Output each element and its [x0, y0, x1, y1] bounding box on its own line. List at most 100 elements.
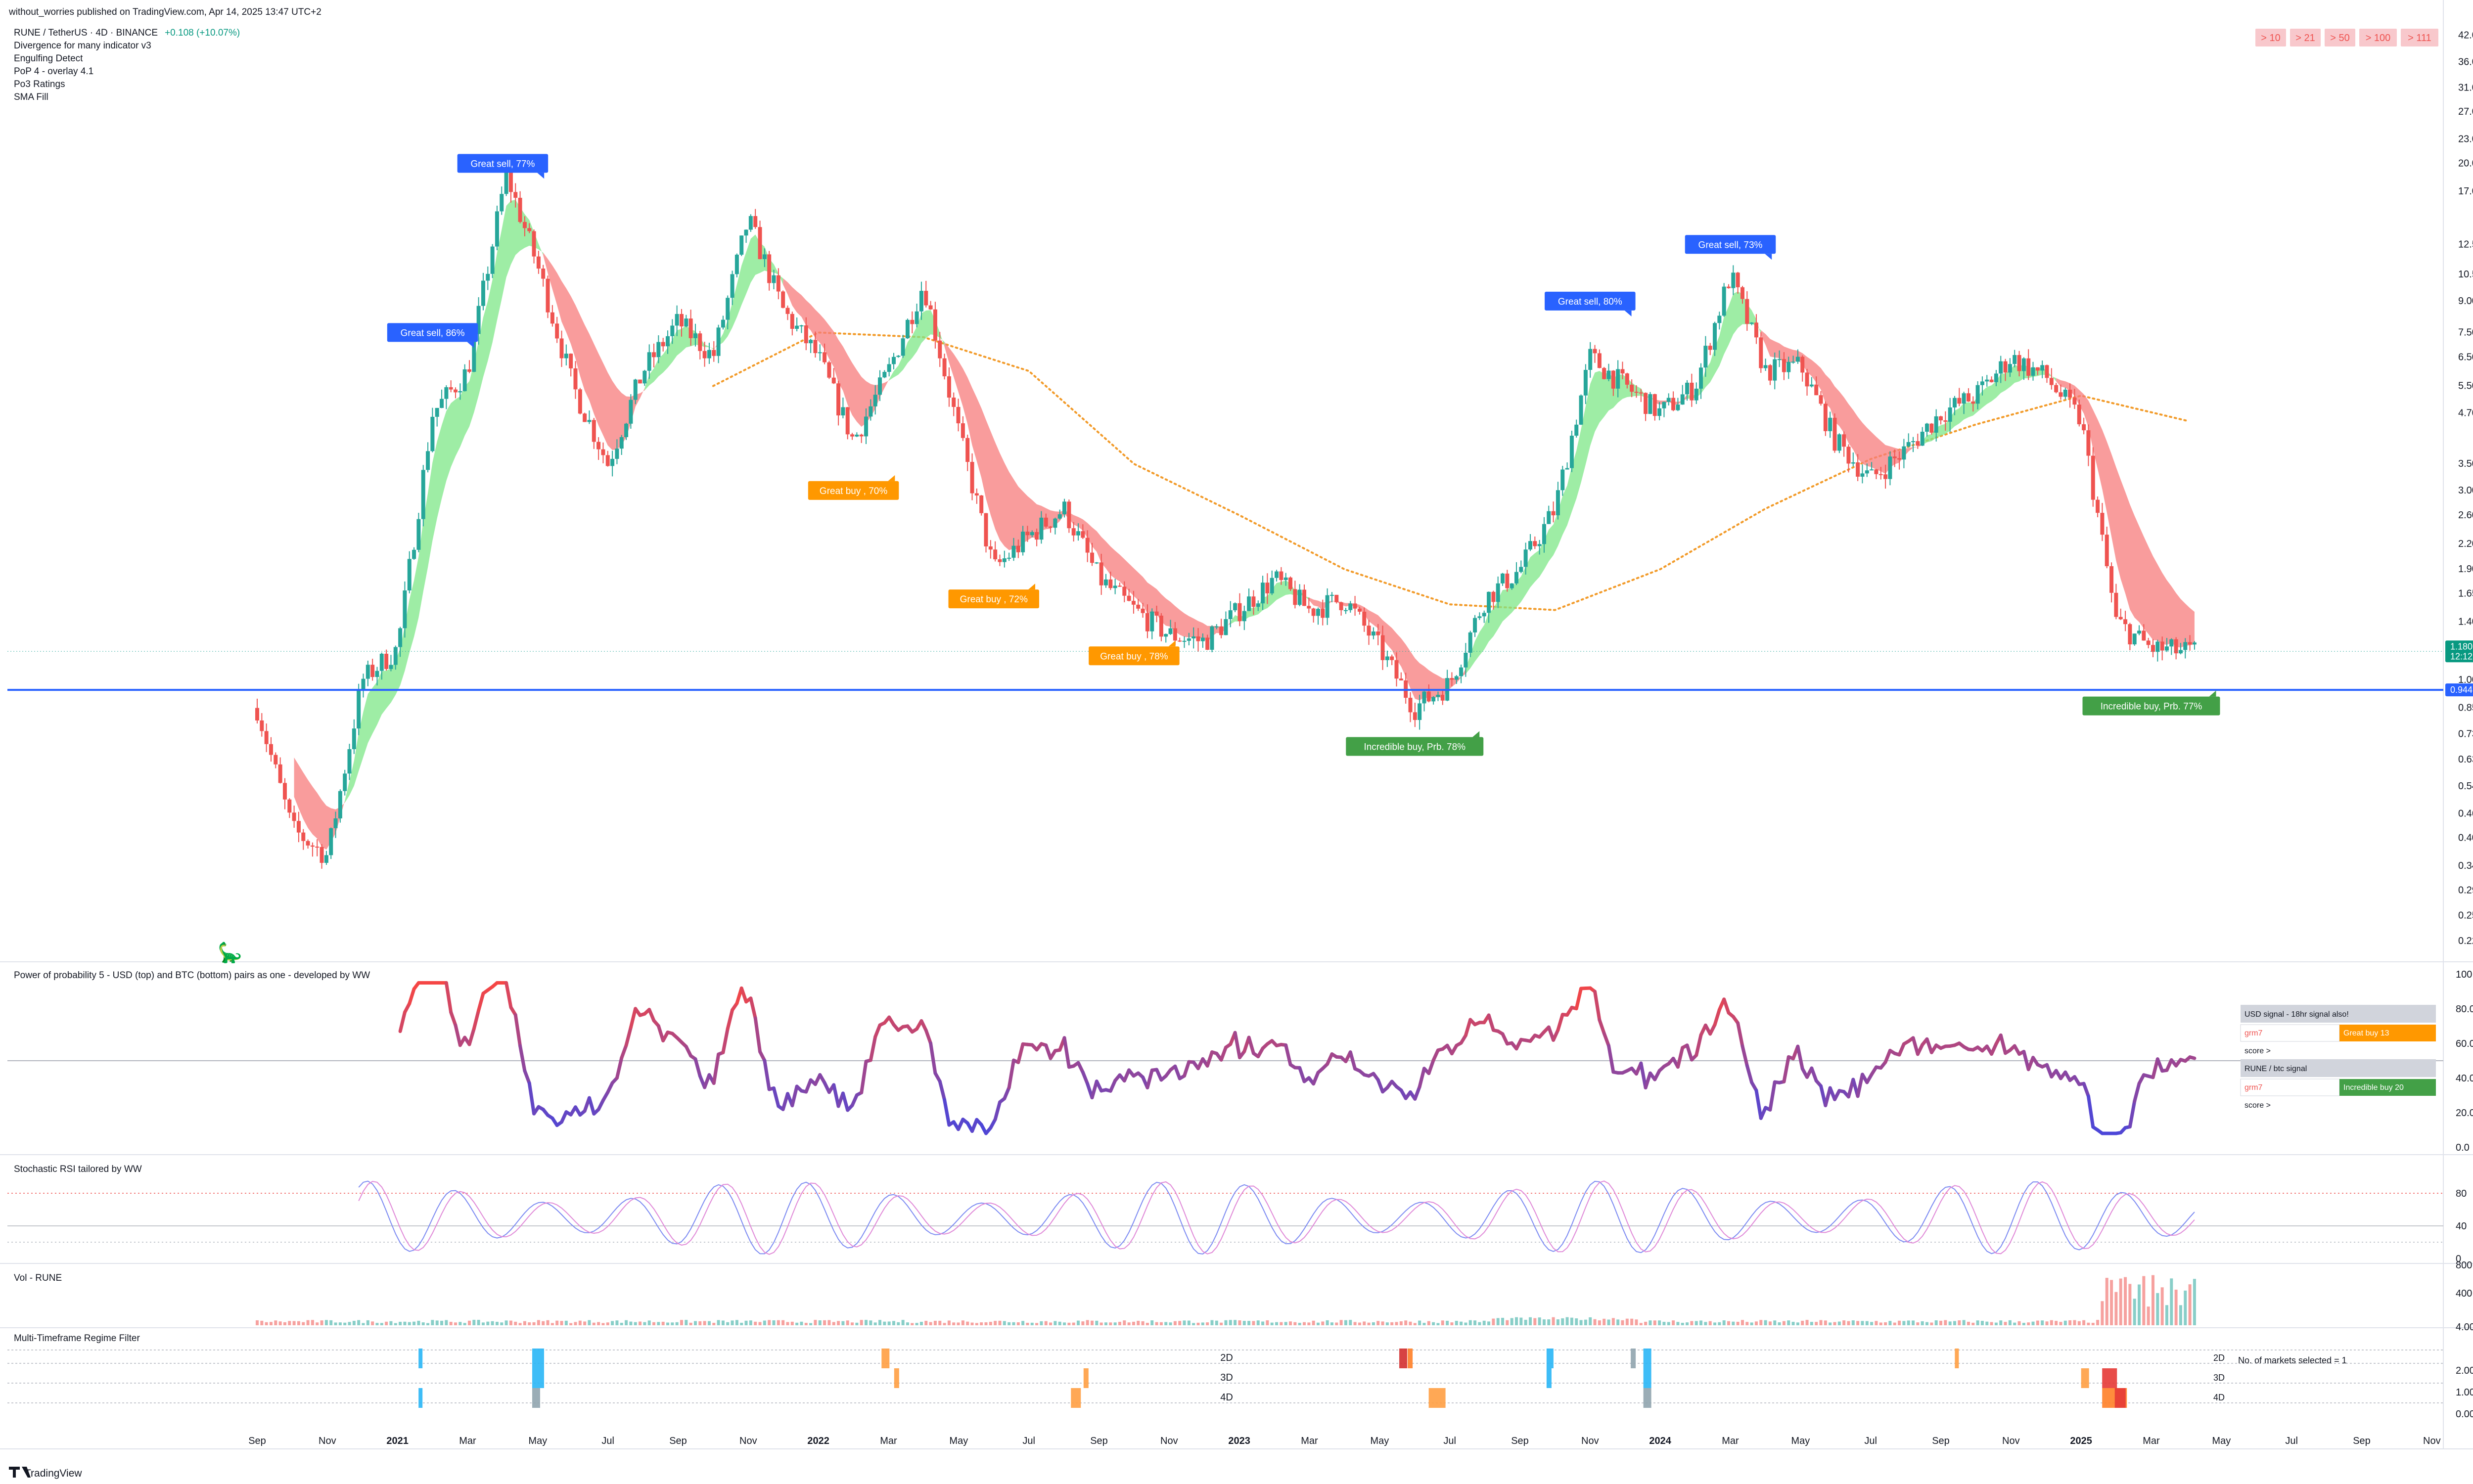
time-tick: May	[1370, 1436, 1389, 1446]
candle-body	[366, 665, 370, 679]
volume-bar	[1404, 1320, 1408, 1325]
time-axis[interactable]: Sep Nov 2021 Mar May Jul Sep Nov 2022 Mar May Jul Se…	[248, 1436, 2440, 1446]
candle-body	[2003, 361, 2008, 373]
volume-bar	[1925, 1322, 1929, 1325]
candle-body	[1339, 602, 1343, 610]
pop-segment	[2082, 1081, 2090, 1098]
volume-bar	[329, 1320, 333, 1325]
time-tick: 2021	[386, 1436, 409, 1446]
price-tick: 20.000	[2458, 158, 2473, 169]
volume-bar	[1187, 1320, 1191, 1325]
candle-body	[804, 325, 808, 344]
candle-body	[633, 379, 638, 400]
volume-bar	[1450, 1322, 1454, 1325]
candle-body	[1057, 514, 1062, 519]
volume-bar	[1468, 1320, 1472, 1325]
logo-text: TradingView	[25, 1468, 82, 1479]
candle-body	[1985, 379, 1989, 382]
volume-bar	[1994, 1322, 1998, 1325]
candle-body	[1247, 596, 1251, 611]
mtf-tick: 0.000	[2456, 1409, 2473, 1420]
time-tick: May	[949, 1436, 968, 1446]
candle-body	[338, 791, 342, 818]
volume-bar	[292, 1321, 296, 1325]
volume-bar	[911, 1323, 914, 1325]
stoch-d-line	[358, 1180, 2195, 1255]
volume-bar	[2105, 1278, 2108, 1325]
volume-bar	[583, 1321, 587, 1325]
candle-body	[301, 832, 306, 841]
vol-tick: 4.000	[2456, 1322, 2473, 1333]
usd-row-value: Great buy 13	[2343, 1029, 2389, 1037]
tradingview-logo-icon	[9, 1467, 31, 1478]
time-tick: Mar	[1301, 1436, 1318, 1446]
volume-bar	[569, 1323, 573, 1325]
candle-body	[776, 275, 780, 292]
price-axis[interactable]: 42.000 36.000 31.000 27.000 23.000 20.000 17.0…	[2458, 30, 2473, 946]
volume-bar	[2082, 1320, 2086, 1325]
ribbon-bull-segment	[644, 325, 714, 391]
time-tick: Mar	[1722, 1436, 1739, 1446]
candle-body	[905, 319, 910, 339]
candle-body	[1828, 417, 1832, 431]
filter-chip-label: > 111	[2408, 33, 2431, 44]
candle-body	[1021, 532, 1025, 552]
signal-label-sell: Great sell, 86%	[387, 323, 478, 348]
candle-body	[1095, 562, 1099, 564]
volume-bar	[1077, 1320, 1080, 1325]
volume-bar	[744, 1320, 748, 1325]
volume-bar	[269, 1322, 273, 1325]
candle-body	[1606, 370, 1611, 379]
pop-segment	[772, 1086, 780, 1108]
mtf-block	[1071, 1388, 1081, 1408]
volume-bar	[2004, 1322, 2007, 1325]
candle-body	[1108, 579, 1113, 588]
pop-segment	[1824, 1086, 1832, 1108]
candle-body	[2054, 385, 2059, 393]
candle-body	[841, 407, 845, 416]
mtf-row-label: 4D	[1220, 1392, 1233, 1403]
stoch-tick: 0	[2456, 1254, 2461, 1264]
candle-body	[1625, 373, 1629, 385]
volume-bar	[2027, 1322, 2030, 1325]
volume-bar	[481, 1322, 485, 1325]
pop-segment	[763, 1059, 771, 1091]
candle-body	[1454, 676, 1459, 680]
volume-bar	[1625, 1318, 1629, 1325]
candle-body	[2091, 455, 2095, 500]
volume-bar	[343, 1322, 347, 1325]
volume-bar	[795, 1322, 799, 1325]
candle-body	[472, 334, 476, 372]
pop-segment	[560, 1110, 568, 1124]
pop-segment	[1044, 1043, 1053, 1060]
candle-body	[882, 372, 887, 378]
candle-body	[670, 325, 675, 336]
volume-bar	[2160, 1287, 2164, 1325]
candle-body	[1851, 462, 1855, 464]
volume-bar	[1980, 1321, 1984, 1325]
volume-bar	[1049, 1322, 1053, 1325]
candle-body	[1459, 667, 1464, 676]
signal-label-text: Great sell, 80%	[1558, 297, 1622, 307]
volume-bar	[1713, 1322, 1717, 1325]
candle-body	[1975, 385, 1980, 404]
pop-segment	[1897, 1042, 1906, 1057]
price-tick: 0.540	[2458, 781, 2473, 792]
volume-bar	[1220, 1322, 1223, 1325]
candle-body	[1357, 608, 1362, 612]
symbol-name: RUNE / TetherUS · 4D · BINANCE	[14, 28, 158, 38]
candle-body	[1316, 609, 1320, 616]
volume-bar	[689, 1322, 692, 1325]
pop-segment	[1925, 1037, 1933, 1054]
mtf-note: No. of markets selected = 1	[2238, 1355, 2347, 1365]
volume-bar	[1224, 1320, 1228, 1325]
candle-body	[1795, 357, 1800, 362]
tradingview-logo[interactable]: TradingView	[9, 1467, 82, 1479]
candle-body	[873, 395, 877, 406]
volume-bar	[1016, 1322, 1020, 1325]
candle-body	[781, 291, 785, 308]
volume-bar	[532, 1322, 536, 1325]
volume-bar	[1113, 1322, 1117, 1325]
pop-segment	[398, 1010, 407, 1034]
